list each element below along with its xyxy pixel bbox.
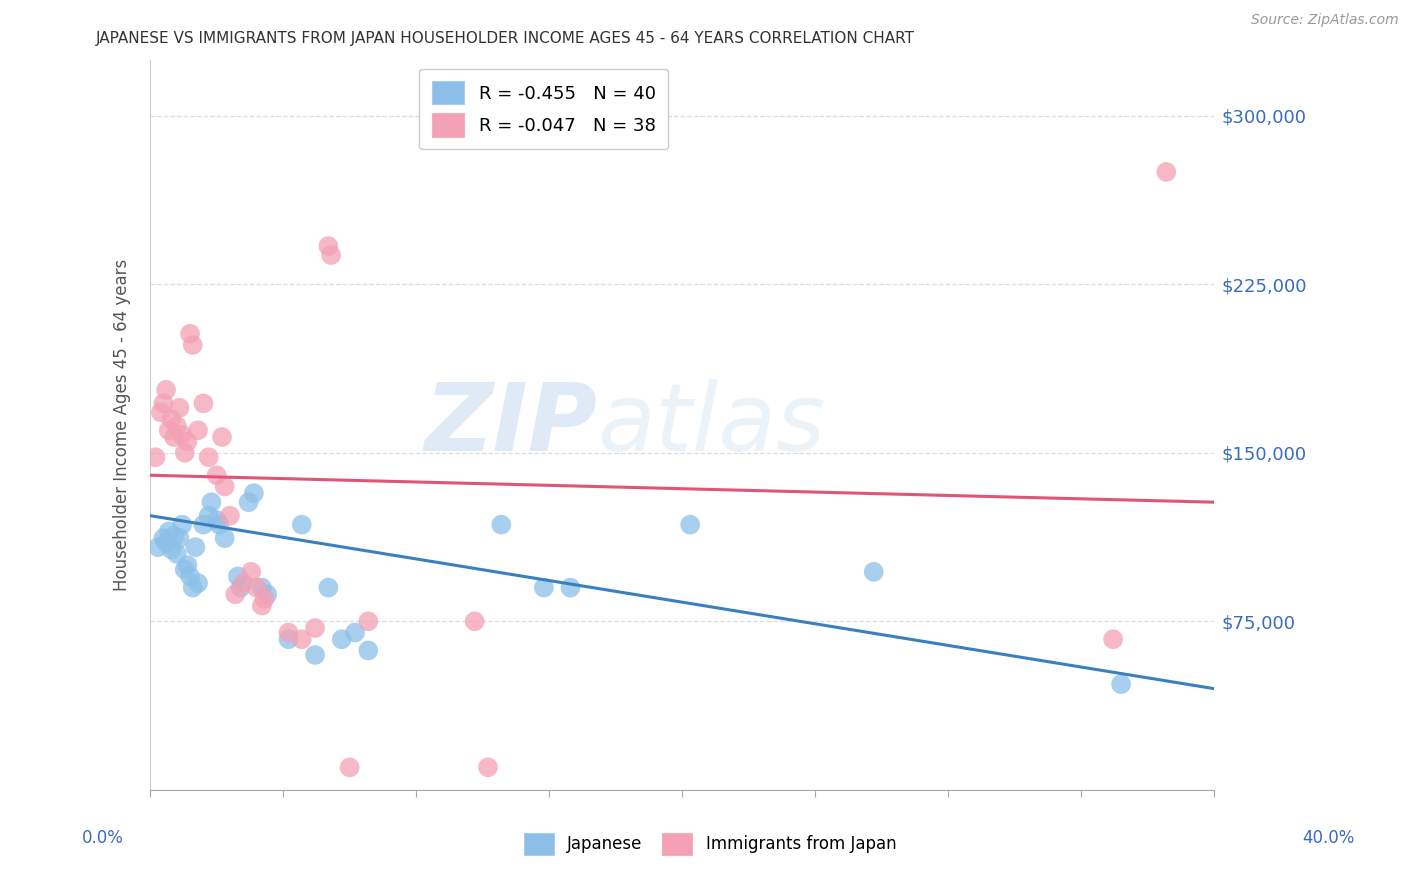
- Point: [250, 581, 273, 595]
- Point: [214, 531, 236, 545]
- Point: [157, 423, 180, 437]
- Point: [232, 576, 254, 591]
- Point: [176, 434, 198, 449]
- Point: [145, 450, 167, 465]
- Point: [173, 446, 195, 460]
- Text: Source: ZipAtlas.com: Source: ZipAtlas.com: [1251, 13, 1399, 28]
- Point: [200, 495, 222, 509]
- Legend: Japanese, Immigrants from Japan: Japanese, Immigrants from Japan: [517, 827, 903, 862]
- Point: [238, 495, 260, 509]
- Point: [160, 412, 183, 426]
- Point: [187, 423, 209, 437]
- Point: [291, 632, 314, 647]
- Point: [250, 599, 273, 613]
- Point: [146, 540, 169, 554]
- Point: [862, 565, 884, 579]
- Point: [277, 632, 299, 647]
- Point: [163, 430, 186, 444]
- Point: [149, 405, 172, 419]
- Point: [155, 383, 177, 397]
- Point: [1109, 677, 1132, 691]
- Point: [157, 524, 180, 539]
- Point: [357, 643, 380, 657]
- Point: [187, 576, 209, 591]
- Point: [172, 427, 194, 442]
- Point: [214, 479, 236, 493]
- Point: [173, 563, 195, 577]
- Point: [205, 513, 228, 527]
- Point: [245, 581, 267, 595]
- Point: [152, 396, 174, 410]
- Point: [477, 760, 499, 774]
- Point: [304, 621, 326, 635]
- Point: [197, 508, 219, 523]
- Point: [155, 535, 177, 549]
- Text: 0.0%: 0.0%: [82, 829, 124, 847]
- Point: [179, 569, 201, 583]
- Point: [152, 531, 174, 545]
- Point: [277, 625, 299, 640]
- Point: [172, 517, 194, 532]
- Point: [205, 468, 228, 483]
- Y-axis label: Householder Income Ages 45 - 64 years: Householder Income Ages 45 - 64 years: [114, 259, 131, 591]
- Point: [319, 248, 342, 262]
- Point: [464, 614, 486, 628]
- Point: [253, 591, 276, 606]
- Point: [181, 338, 204, 352]
- Text: 40.0%: 40.0%: [1302, 829, 1355, 847]
- Text: ZIP: ZIP: [425, 379, 598, 471]
- Point: [560, 581, 582, 595]
- Point: [533, 581, 555, 595]
- Point: [179, 326, 201, 341]
- Text: atlas: atlas: [598, 379, 825, 470]
- Point: [219, 508, 242, 523]
- Point: [330, 632, 353, 647]
- Point: [343, 625, 366, 640]
- Point: [318, 239, 340, 253]
- Point: [1102, 632, 1125, 647]
- Point: [256, 587, 278, 601]
- Text: JAPANESE VS IMMIGRANTS FROM JAPAN HOUSEHOLDER INCOME AGES 45 - 64 YEARS CORRELAT: JAPANESE VS IMMIGRANTS FROM JAPAN HOUSEH…: [96, 31, 915, 46]
- Point: [197, 450, 219, 465]
- Point: [226, 569, 249, 583]
- Point: [169, 531, 191, 545]
- Point: [211, 430, 233, 444]
- Legend: R = -0.455   N = 40, R = -0.047   N = 38: R = -0.455 N = 40, R = -0.047 N = 38: [419, 69, 668, 149]
- Point: [193, 396, 215, 410]
- Point: [163, 529, 186, 543]
- Point: [339, 760, 361, 774]
- Point: [240, 565, 263, 579]
- Point: [1156, 165, 1178, 179]
- Point: [291, 517, 314, 532]
- Point: [166, 547, 188, 561]
- Point: [679, 517, 702, 532]
- Point: [318, 581, 340, 595]
- Point: [169, 401, 191, 415]
- Point: [160, 542, 183, 557]
- Point: [181, 581, 204, 595]
- Point: [208, 517, 231, 532]
- Point: [304, 648, 326, 662]
- Point: [176, 558, 198, 573]
- Point: [184, 540, 207, 554]
- Point: [166, 418, 188, 433]
- Point: [229, 581, 252, 595]
- Point: [243, 486, 266, 500]
- Point: [193, 517, 215, 532]
- Point: [357, 614, 380, 628]
- Point: [491, 517, 513, 532]
- Point: [224, 587, 246, 601]
